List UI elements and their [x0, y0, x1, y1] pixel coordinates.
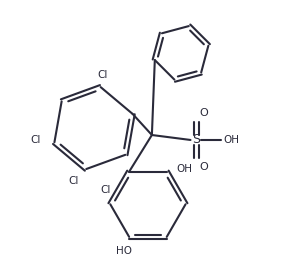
Text: Cl: Cl	[100, 185, 111, 195]
Text: O: O	[199, 162, 208, 172]
Text: HO: HO	[116, 246, 132, 256]
Text: O: O	[199, 108, 208, 118]
Text: Cl: Cl	[98, 70, 108, 80]
Text: Cl: Cl	[68, 176, 78, 186]
Text: Cl: Cl	[30, 135, 41, 145]
Text: OH: OH	[177, 164, 193, 174]
Text: S: S	[192, 133, 201, 146]
Text: OH: OH	[223, 135, 239, 145]
